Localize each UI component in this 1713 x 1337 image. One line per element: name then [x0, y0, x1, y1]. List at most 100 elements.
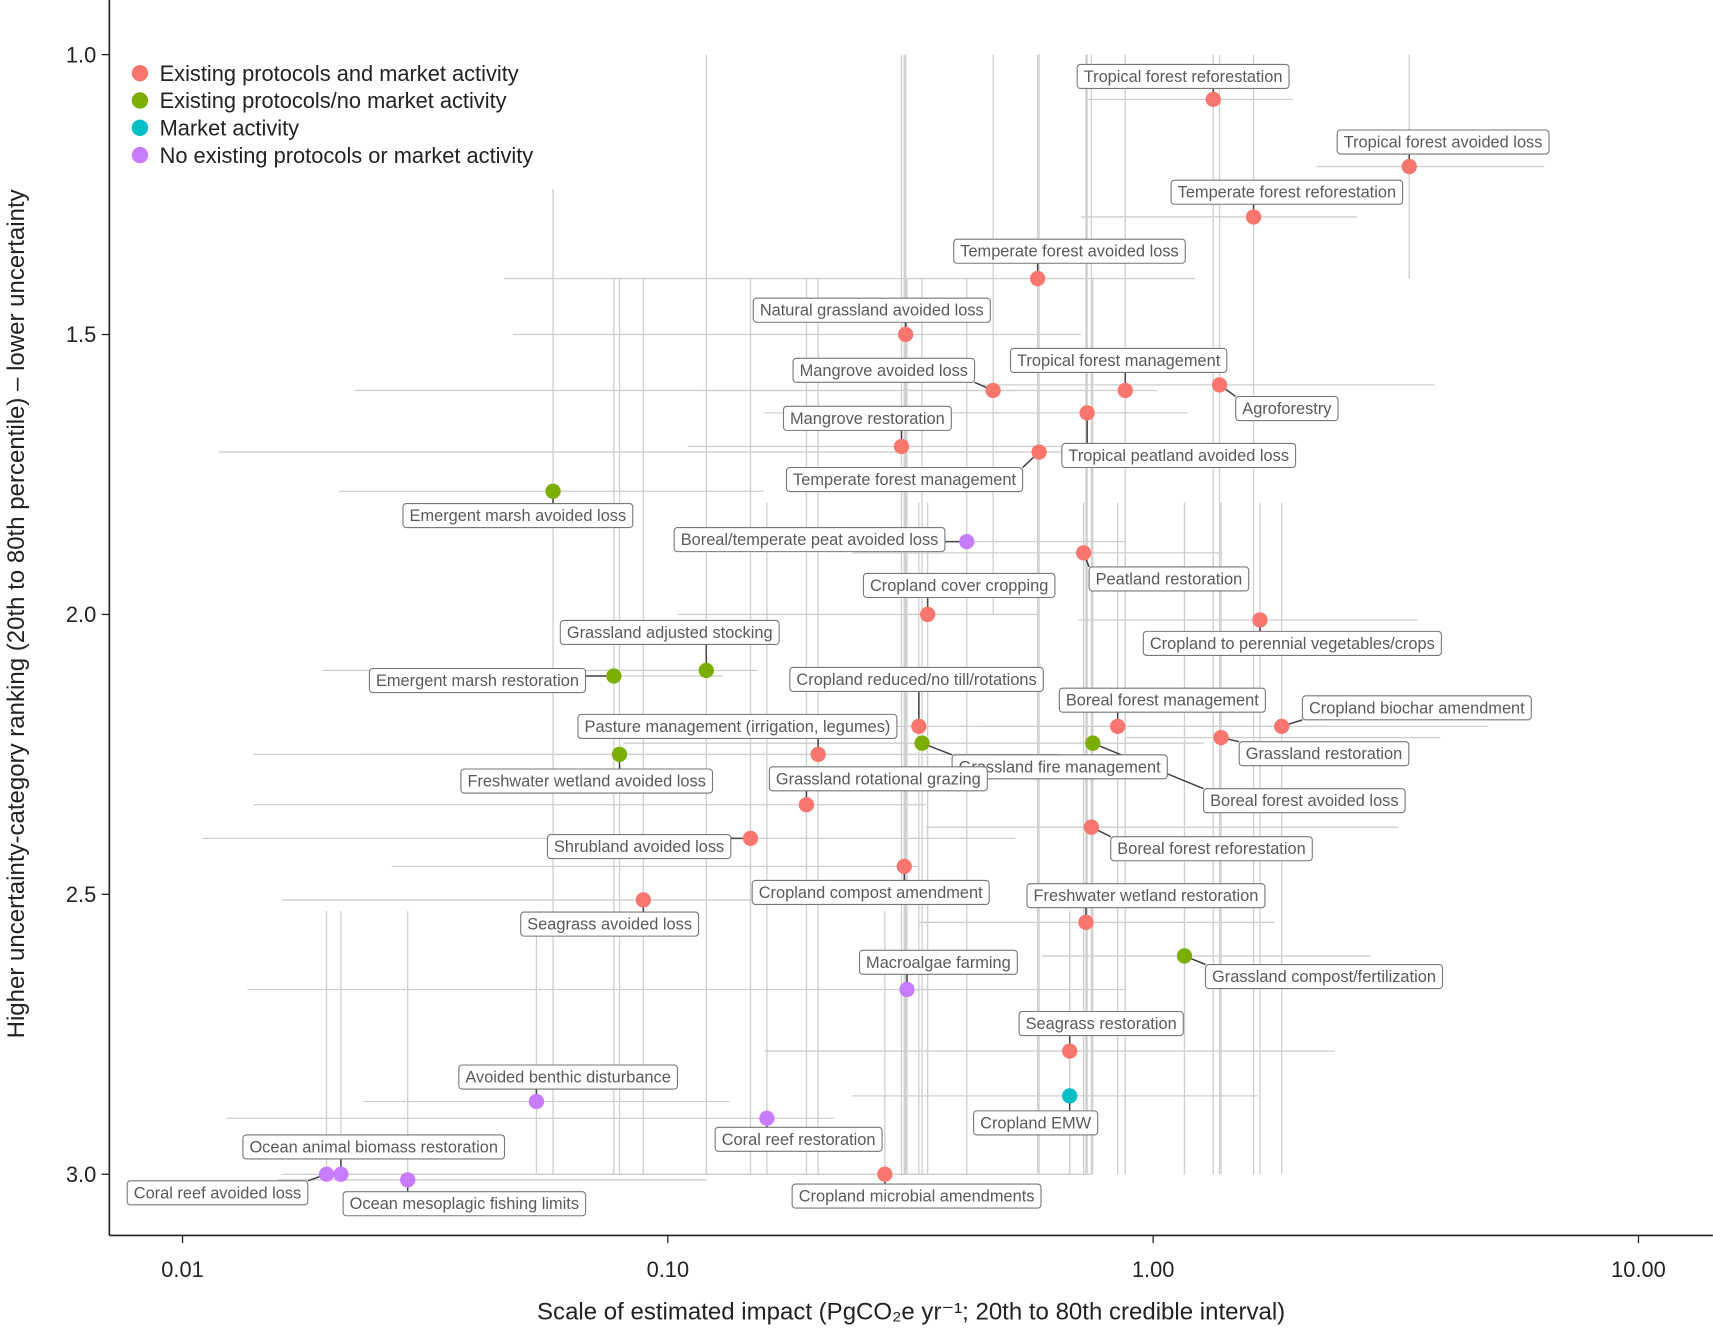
- point-label-box: [342, 1191, 587, 1217]
- point-label: Emergent marsh restoration: [368, 667, 587, 694]
- point-label-box: [752, 297, 991, 323]
- point-label: Cropland to perennial vegetables/crops: [1142, 630, 1442, 656]
- point-label: Grassland adjusted stocking: [559, 619, 780, 646]
- data-point: [1078, 914, 1094, 930]
- point-label: Tropical forest management: [1009, 347, 1228, 374]
- point-label-box: [1058, 687, 1266, 713]
- data-point: [914, 735, 930, 751]
- data-point: [1062, 1088, 1078, 1104]
- point-label: Mangrove restoration: [782, 405, 952, 431]
- point-label-text: Tropical forest management: [1017, 352, 1221, 370]
- point-label-text: Grassland fire management: [959, 758, 1162, 776]
- axes: [108, 0, 1713, 1237]
- point-label: Coral reef restoration: [714, 1126, 883, 1152]
- point-label-box: [1061, 442, 1297, 469]
- legend-swatch: [131, 92, 149, 109]
- legend-label: Market activity: [160, 115, 300, 140]
- point-label-text: Emergent marsh avoided loss: [410, 507, 627, 525]
- point-label-text: Ocean animal biomass restoration: [249, 1138, 497, 1156]
- point-label-text: Mangrove restoration: [790, 410, 945, 428]
- point-label: Boreal forest avoided loss: [1203, 788, 1406, 814]
- point-label: Temperate forest reforestation: [1170, 179, 1404, 205]
- point-label: Mangrove avoided loss: [792, 357, 976, 383]
- point-label: Avoided benthic disturbance: [458, 1064, 678, 1090]
- data-point: [1205, 91, 1221, 108]
- point-label-box: [1076, 63, 1290, 90]
- data-point: [1110, 718, 1126, 735]
- point-label-box: [714, 1126, 883, 1152]
- legend: Existing protocols and market activityEx…: [131, 61, 534, 168]
- point-label: Tropical forest reforestation: [1076, 63, 1290, 90]
- point-label-box: [368, 667, 587, 694]
- point-label-text: Cropland biochar amendment: [1309, 699, 1525, 717]
- x-tick-label: 0.01: [161, 1257, 203, 1282]
- data-point: [1079, 405, 1095, 421]
- point-label-text: Peatland restoration: [1096, 570, 1243, 588]
- point-label-text: Ocean mesoplagic fishing limits: [350, 1195, 579, 1213]
- point-label-text: Coral reef avoided loss: [134, 1184, 301, 1202]
- point-label-text: Grassland rotational grazing: [776, 770, 981, 788]
- point-label: Seagrass restoration: [1018, 1010, 1184, 1037]
- data-point: [1274, 718, 1290, 735]
- point-label-box: [1018, 1010, 1184, 1037]
- data-point: [911, 718, 927, 735]
- data-point: [810, 746, 826, 763]
- data-point: [1031, 444, 1047, 460]
- point-label-box: [402, 503, 634, 529]
- data-point: [1083, 819, 1100, 835]
- data-point: [606, 668, 622, 684]
- x-tick-label: 0.10: [647, 1257, 689, 1282]
- point-label-box: [520, 911, 700, 937]
- legend-swatch: [131, 146, 149, 164]
- point-label-text: Grassland restoration: [1246, 745, 1403, 763]
- point-label: Cropland compost amendment: [751, 879, 990, 905]
- data-point: [1062, 1043, 1078, 1059]
- point-label-box: [792, 357, 976, 383]
- point-label-text: Seagrass restoration: [1026, 1015, 1177, 1033]
- data-point: [1211, 377, 1228, 393]
- point-label-box: [858, 949, 1018, 975]
- point-label: Boreal forest reforestation: [1110, 836, 1313, 862]
- point-label-text: Freshwater wetland avoided loss: [467, 772, 705, 790]
- point-label-text: Seagrass avoided loss: [527, 916, 692, 934]
- point-label-box: [785, 466, 1024, 493]
- point-label: Ocean animal biomass restoration: [242, 1134, 506, 1160]
- point-label-box: [1203, 788, 1406, 814]
- legend-label: No existing protocols or market activity: [160, 143, 534, 168]
- point-label: Seagrass avoided loss: [520, 911, 700, 937]
- point-label-text: Natural grassland avoided loss: [760, 302, 984, 320]
- point-label-box: [1235, 395, 1339, 422]
- point-label-box: [791, 1183, 1042, 1209]
- point-label: Tropical forest avoided loss: [1336, 129, 1550, 155]
- point-label-text: Cropland EMW: [980, 1114, 1092, 1132]
- point-label-box: [782, 405, 952, 431]
- point-label: Ocean mesoplagic fishing limits: [342, 1191, 587, 1217]
- data-point: [798, 797, 815, 813]
- point-label-box: [242, 1134, 506, 1160]
- point-label-text: Boreal forest reforestation: [1117, 840, 1305, 858]
- point-label-box: [460, 768, 714, 794]
- point-label: Cropland microbial amendments: [791, 1183, 1042, 1209]
- point-label-text: Cropland compost amendment: [759, 884, 983, 902]
- point-label-text: Boreal/temperate peat avoided loss: [681, 531, 939, 549]
- y-axis-title: Higher uncertainty-category ranking (20t…: [3, 189, 30, 1038]
- point-label: Pasture management (irrigation, legumes): [577, 713, 898, 739]
- y-tick-label: 3.0: [66, 1162, 96, 1187]
- data-point: [1245, 209, 1262, 225]
- data-point: [1075, 545, 1092, 561]
- point-label: Tropical peatland avoided loss: [1061, 442, 1297, 469]
- data-point: [333, 1166, 349, 1182]
- data-point: [1176, 948, 1193, 964]
- data-point: [635, 892, 651, 908]
- point-label: Temperate forest avoided loss: [953, 238, 1186, 264]
- point-label-text: Avoided benthic disturbance: [465, 1068, 670, 1086]
- point-label-text: Shrubland avoided loss: [554, 838, 724, 856]
- point-label-text: Cropland to perennial vegetables/crops: [1150, 635, 1435, 653]
- data-point: [896, 858, 912, 874]
- point-label-text: Coral reef restoration: [722, 1131, 876, 1149]
- data-point: [877, 1166, 893, 1182]
- point-labels: Tropical forest reforestation Tropical fo…: [126, 63, 1550, 1217]
- point-label: Peatland restoration: [1088, 566, 1250, 592]
- point-label-box: [1170, 179, 1404, 205]
- point-label-box: [789, 666, 1044, 692]
